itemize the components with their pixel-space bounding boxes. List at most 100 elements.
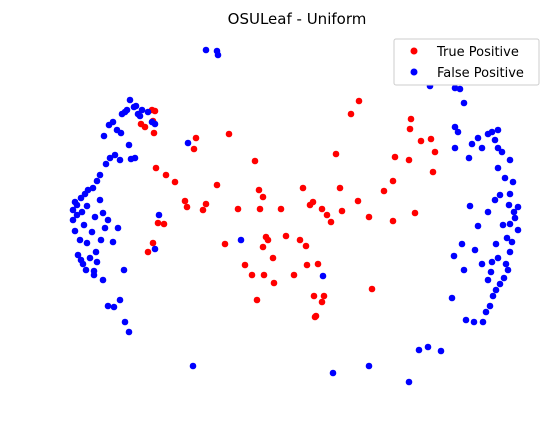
point-true-positive xyxy=(431,148,439,156)
point-false-positive xyxy=(126,96,134,104)
point-true-positive xyxy=(406,125,414,133)
point-false-positive xyxy=(494,254,502,262)
point-false-positive xyxy=(73,201,81,209)
point-true-positive xyxy=(302,242,310,250)
point-false-positive xyxy=(71,227,79,235)
point-false-positive xyxy=(89,184,97,192)
point-true-positive xyxy=(311,313,319,321)
point-true-positive xyxy=(427,135,435,143)
legend-marker-false-positive xyxy=(410,68,418,76)
point-true-positive xyxy=(162,171,170,179)
point-false-positive xyxy=(132,102,140,110)
legend: True Positive False Positive xyxy=(393,38,540,86)
point-false-positive xyxy=(454,128,462,136)
point-false-positive xyxy=(424,343,432,351)
point-false-positive xyxy=(100,132,108,140)
point-true-positive xyxy=(368,285,376,293)
point-false-positive xyxy=(491,196,499,204)
point-false-positive xyxy=(492,240,500,248)
point-false-positive xyxy=(460,266,468,274)
point-false-positive xyxy=(329,369,337,377)
point-false-positive xyxy=(138,106,146,114)
point-true-positive xyxy=(149,239,157,247)
point-false-positive xyxy=(506,190,514,198)
point-true-positive xyxy=(259,243,267,251)
point-true-positive xyxy=(310,292,318,300)
point-true-positive xyxy=(234,205,242,213)
point-true-positive xyxy=(264,236,272,244)
point-false-positive xyxy=(456,85,464,93)
point-true-positive xyxy=(259,193,267,201)
point-true-positive xyxy=(190,145,198,153)
point-true-positive xyxy=(160,220,168,228)
point-false-positive xyxy=(514,226,522,234)
point-false-positive xyxy=(84,186,92,194)
point-true-positive xyxy=(253,296,261,304)
point-false-positive xyxy=(503,234,511,242)
point-false-positive xyxy=(498,148,506,156)
point-false-positive xyxy=(77,256,85,264)
point-true-positive xyxy=(151,107,159,115)
point-false-positive xyxy=(494,164,502,172)
point-false-positive xyxy=(510,208,518,216)
point-true-positive xyxy=(417,137,425,145)
point-true-positive xyxy=(277,205,285,213)
point-true-positive xyxy=(255,186,263,194)
point-false-positive xyxy=(499,221,507,229)
point-true-positive xyxy=(150,129,158,137)
point-true-positive xyxy=(391,153,399,161)
point-false-positive xyxy=(104,216,112,224)
point-true-positive xyxy=(171,178,179,186)
point-false-positive xyxy=(151,245,159,253)
point-false-positive xyxy=(80,221,88,229)
point-true-positive xyxy=(183,203,191,211)
point-true-positive xyxy=(154,219,162,227)
point-true-positive xyxy=(336,184,344,192)
point-false-positive xyxy=(500,274,508,282)
point-true-positive xyxy=(411,209,419,217)
point-false-positive xyxy=(492,286,500,294)
point-false-positive xyxy=(97,236,105,244)
point-true-positive xyxy=(365,213,373,221)
point-false-positive xyxy=(470,318,478,326)
point-false-positive xyxy=(478,144,486,152)
point-false-positive xyxy=(471,246,479,254)
point-false-positive xyxy=(99,276,107,284)
point-false-positive xyxy=(93,258,101,266)
point-true-positive xyxy=(152,164,160,172)
point-false-positive xyxy=(109,238,117,246)
point-false-positive xyxy=(451,144,459,152)
point-false-positive xyxy=(450,252,458,260)
point-false-positive xyxy=(365,362,373,370)
point-false-positive xyxy=(96,196,104,204)
point-false-positive xyxy=(509,178,517,186)
point-false-positive xyxy=(465,154,473,162)
point-false-positive xyxy=(106,154,114,162)
point-true-positive xyxy=(251,157,259,165)
point-false-positive xyxy=(474,134,482,142)
point-false-positive xyxy=(88,228,96,236)
point-true-positive xyxy=(354,197,362,205)
point-false-positive xyxy=(123,106,131,114)
point-false-positive xyxy=(104,302,112,310)
point-false-positive xyxy=(120,266,128,274)
point-false-positive xyxy=(110,303,118,311)
point-false-positive xyxy=(117,129,125,137)
point-false-positive xyxy=(114,224,122,232)
chart-title: OSULeaf - Uniform xyxy=(228,10,367,28)
point-true-positive xyxy=(327,218,335,226)
point-false-positive xyxy=(508,238,516,246)
point-true-positive xyxy=(314,260,322,268)
point-true-positive xyxy=(144,248,152,256)
point-true-positive xyxy=(389,177,397,185)
point-false-positive xyxy=(462,316,470,324)
point-true-positive xyxy=(320,292,328,300)
point-false-positive xyxy=(86,254,94,262)
point-false-positive xyxy=(111,151,119,159)
point-false-positive xyxy=(237,236,245,244)
point-false-positive xyxy=(496,191,504,199)
point-false-positive xyxy=(494,126,502,134)
point-false-positive xyxy=(460,99,468,107)
point-true-positive xyxy=(318,205,326,213)
point-false-positive xyxy=(506,156,514,164)
